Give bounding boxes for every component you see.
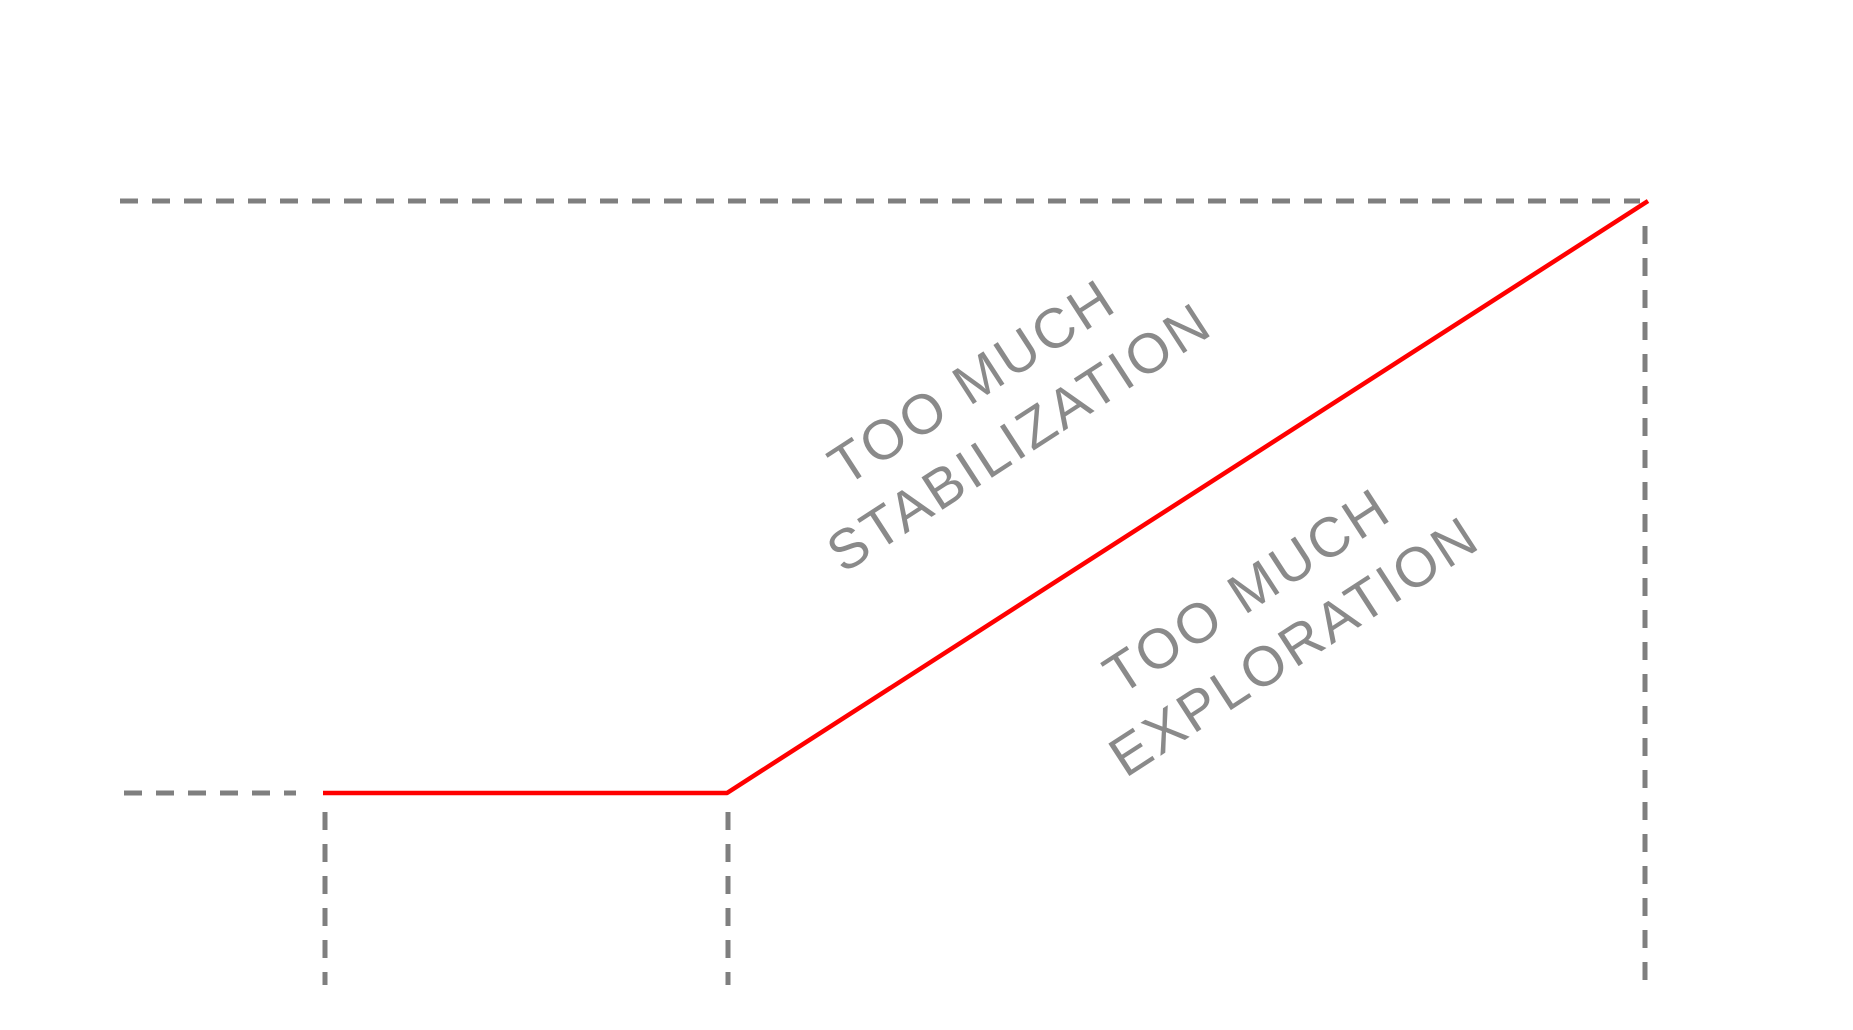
stabilization-label: TOO MUCH STABILIZATION (776, 229, 1222, 584)
exploration-label: TOO MUCH EXPLORATION (1058, 443, 1490, 789)
response-curve (323, 199, 1650, 796)
